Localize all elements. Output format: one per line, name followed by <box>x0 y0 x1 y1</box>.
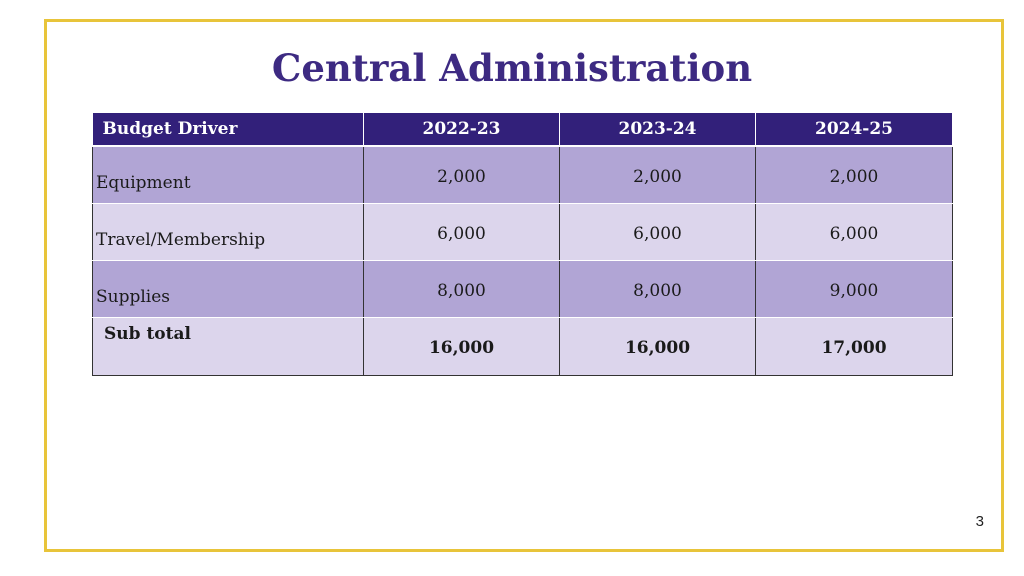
cell-value: 6,000 <box>829 224 879 244</box>
row-label-cell: Supplies <box>92 260 364 318</box>
value-cell: 17,000 <box>755 317 953 376</box>
value-cell: 6,000 <box>755 203 953 261</box>
row-label: Equipment <box>96 173 191 193</box>
value-cell: 2,000 <box>559 145 756 204</box>
cell-value: 16,000 <box>428 338 495 358</box>
row-label-cell: Travel/Membership <box>92 203 364 261</box>
value-cell: 9,000 <box>755 260 953 318</box>
value-cell: 2,000 <box>363 145 560 204</box>
header-2023-24: 2023-24 <box>559 113 756 147</box>
value-cell: 6,000 <box>559 203 756 261</box>
value-cell: 2,000 <box>755 145 953 204</box>
cell-value: 6,000 <box>437 224 486 244</box>
cell-value: 9,000 <box>829 281 879 301</box>
cell-value: 2,000 <box>633 167 682 187</box>
budget-table: Budget Driver 2022-23 2023-24 2024-25 Eq… <box>92 113 953 376</box>
page-number: 3 <box>975 513 984 530</box>
cell-value: 8,000 <box>437 281 486 301</box>
table-row-supplies: Supplies 8,000 8,000 9,000 <box>92 260 953 318</box>
row-label-cell: Sub total <box>92 317 364 376</box>
table-header-row: Budget Driver 2022-23 2023-24 2024-25 <box>92 113 953 147</box>
row-label: Travel/Membership <box>96 230 266 250</box>
table-row-travel-membership: Travel/Membership 6,000 6,000 6,000 <box>92 203 953 261</box>
cell-value: 16,000 <box>624 338 691 358</box>
row-label: Sub total <box>104 324 191 344</box>
row-label: Supplies <box>96 287 171 307</box>
cell-value: 17,000 <box>821 338 887 358</box>
table-row-subtotal: Sub total 16,000 16,000 17,000 <box>92 317 953 376</box>
table-row-equipment: Equipment 2,000 2,000 2,000 <box>92 145 953 204</box>
value-cell: 8,000 <box>363 260 560 318</box>
header-2022-23: 2022-23 <box>363 113 560 147</box>
slide-title: Central Administration <box>271 46 753 90</box>
value-cell: 6,000 <box>363 203 560 261</box>
value-cell: 16,000 <box>363 317 560 376</box>
row-label-cell: Equipment <box>92 145 364 204</box>
cell-value: 6,000 <box>633 224 682 244</box>
value-cell: 8,000 <box>559 260 756 318</box>
header-budget-driver: Budget Driver <box>92 113 364 147</box>
cell-value: 2,000 <box>829 167 879 187</box>
slide-frame <box>44 19 1004 552</box>
header-2024-25: 2024-25 <box>755 113 953 147</box>
cell-value: 8,000 <box>633 281 682 301</box>
cell-value: 2,000 <box>437 167 486 187</box>
value-cell: 16,000 <box>559 317 756 376</box>
